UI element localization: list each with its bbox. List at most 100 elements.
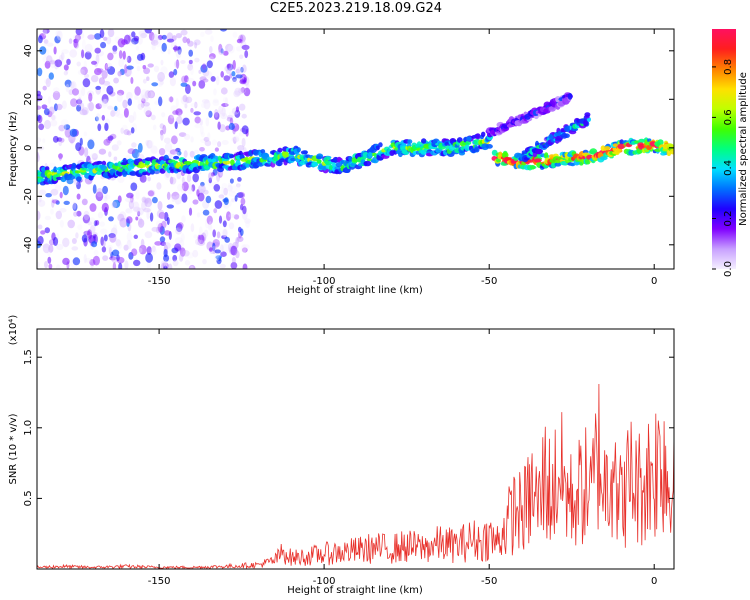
ridge-1-cell bbox=[637, 142, 645, 147]
noise-cell bbox=[94, 47, 101, 54]
noise-cell bbox=[231, 79, 238, 85]
noise-cell bbox=[228, 190, 237, 197]
noise-cell bbox=[104, 63, 109, 71]
colorbar-tick-label: 0.4 bbox=[723, 160, 734, 176]
noise-cell bbox=[203, 189, 209, 195]
noise-cell bbox=[188, 207, 193, 216]
noise-cell bbox=[231, 198, 235, 203]
noise-cell bbox=[148, 31, 155, 41]
noise-cell bbox=[126, 192, 134, 199]
noise-cell bbox=[226, 114, 234, 120]
noise-cell bbox=[141, 94, 149, 103]
noise-cell bbox=[56, 243, 64, 251]
noise-cell bbox=[221, 140, 229, 145]
noise-cell bbox=[131, 31, 136, 38]
noise-cell bbox=[194, 42, 198, 49]
noise-cell bbox=[228, 111, 236, 118]
ridge-1-cell bbox=[555, 159, 561, 164]
noise-cell bbox=[128, 41, 135, 46]
noise-cell bbox=[48, 106, 55, 115]
noise-cell bbox=[160, 241, 167, 246]
noise-cell bbox=[176, 150, 182, 156]
noise-cell bbox=[238, 132, 244, 137]
noise-cell bbox=[112, 262, 117, 269]
ridge-0-cell bbox=[389, 150, 395, 157]
noise-cell bbox=[220, 87, 228, 95]
noise-cell bbox=[55, 210, 62, 220]
noise-cell bbox=[55, 200, 60, 205]
noise-cell bbox=[106, 85, 114, 95]
noise-cell bbox=[136, 207, 144, 216]
noise-cell bbox=[150, 145, 158, 154]
noise-cell bbox=[180, 29, 188, 36]
noise-cell bbox=[70, 81, 77, 91]
colorbar-label: Normalized spectral amplitude bbox=[738, 72, 749, 226]
ridge-0-cell bbox=[331, 163, 337, 168]
ridge-1-cell bbox=[600, 145, 606, 152]
noise-cell bbox=[107, 52, 114, 61]
noise-cell bbox=[42, 85, 47, 91]
noise-cell bbox=[130, 182, 138, 191]
noise-cell bbox=[84, 147, 89, 158]
colorbar-tick-label: 0.6 bbox=[723, 109, 734, 125]
noise-cell bbox=[194, 123, 202, 129]
noise-cell bbox=[223, 203, 230, 209]
noise-cell bbox=[219, 124, 226, 133]
noise-cell bbox=[175, 223, 183, 233]
noise-cell bbox=[185, 84, 191, 95]
noise-cell bbox=[159, 226, 165, 235]
noise-cell bbox=[205, 195, 212, 204]
noise-cell bbox=[159, 212, 166, 220]
noise-cell bbox=[184, 103, 188, 109]
y-tick-label: 20 bbox=[23, 93, 34, 106]
noise-cell bbox=[223, 75, 231, 82]
noise-cell bbox=[241, 125, 249, 135]
noise-cell bbox=[217, 141, 222, 148]
noise-cell bbox=[111, 249, 120, 257]
noise-cell bbox=[134, 94, 139, 100]
noise-cell bbox=[126, 130, 132, 136]
ridge-0-cell bbox=[366, 157, 373, 162]
noise-cell bbox=[213, 88, 217, 96]
noise-cell bbox=[183, 150, 188, 158]
noise-cell bbox=[56, 137, 63, 142]
noise-cell bbox=[176, 116, 183, 125]
x-tick-label: -150 bbox=[148, 276, 171, 287]
noise-cell bbox=[244, 50, 249, 59]
ridge-0-cell bbox=[85, 168, 90, 172]
noise-cell bbox=[166, 38, 175, 43]
noise-cell bbox=[237, 177, 242, 182]
noise-cell bbox=[196, 212, 201, 218]
noise-cell bbox=[140, 89, 148, 99]
noise-cell bbox=[143, 67, 151, 75]
noise-cell bbox=[103, 36, 108, 41]
noise-cell bbox=[171, 195, 176, 202]
noise-cell bbox=[230, 261, 238, 269]
noise-cell bbox=[102, 255, 109, 261]
noise-cell bbox=[226, 116, 233, 122]
ridge-0-cell bbox=[421, 138, 427, 144]
noise-cell bbox=[122, 99, 128, 109]
noise-cell bbox=[175, 33, 182, 39]
noise-cell bbox=[146, 261, 152, 269]
noise-cell bbox=[227, 182, 232, 188]
noise-cell bbox=[50, 208, 54, 215]
noise-cell bbox=[103, 98, 109, 107]
page-title: C2E5.2023.219.18.09.G24 bbox=[269, 1, 443, 16]
noise-cell bbox=[137, 218, 145, 228]
noise-cell bbox=[83, 254, 87, 264]
noise-cell bbox=[42, 243, 50, 248]
noise-cell bbox=[103, 196, 108, 202]
noise-cell bbox=[76, 210, 82, 217]
noise-cell bbox=[169, 176, 174, 185]
noise-cell bbox=[170, 105, 178, 112]
ridge-1-cell bbox=[554, 162, 562, 167]
noise-cell bbox=[222, 229, 228, 237]
noise-cell bbox=[178, 253, 184, 262]
noise-cell bbox=[170, 135, 177, 146]
noise-cell bbox=[151, 43, 156, 51]
noise-cell bbox=[214, 254, 220, 261]
noise-cell bbox=[147, 176, 151, 182]
noise-cell bbox=[54, 35, 61, 44]
noise-cell bbox=[198, 80, 206, 89]
